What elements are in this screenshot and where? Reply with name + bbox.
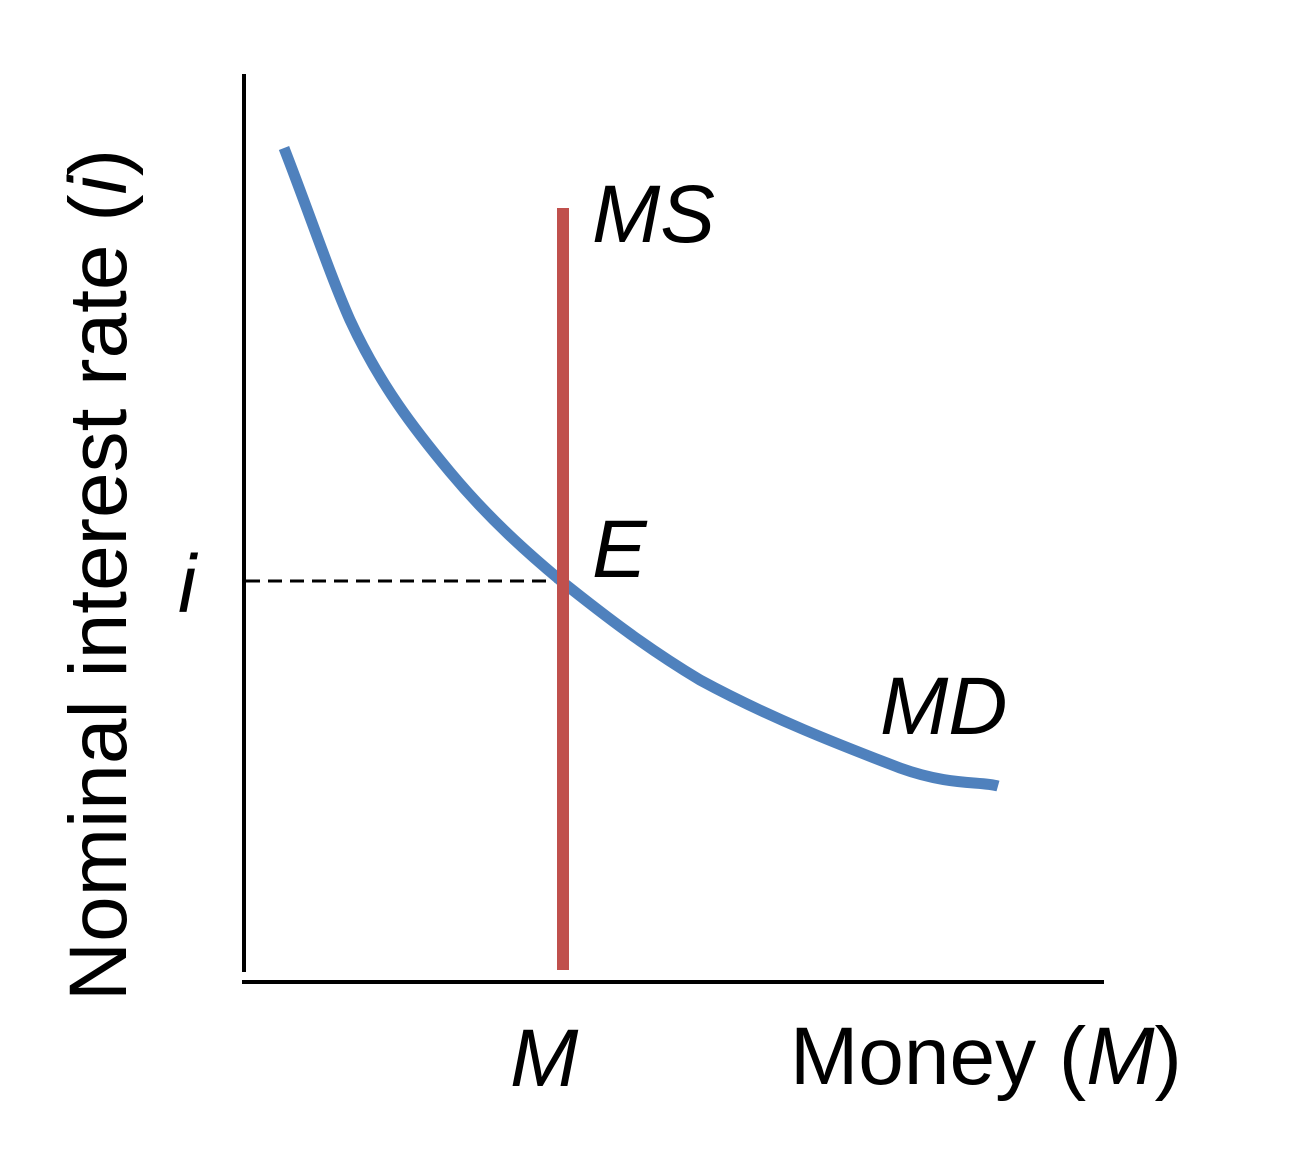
x-axis-label: Money (M) — [790, 1011, 1182, 1102]
y-axis-label: Nominal interest rate (i) — [53, 149, 144, 1001]
ms-label: MS — [592, 169, 715, 260]
x-axis-label-part: Money ( — [790, 1011, 1086, 1102]
x-axis-label-part: ) — [1155, 1011, 1182, 1102]
money-level-label: M — [510, 1013, 579, 1104]
x-axis-label-part: M — [1086, 1011, 1155, 1102]
md-label: MD — [880, 661, 1008, 752]
y-axis-label-part: ) — [53, 149, 144, 176]
interest-level-label: i — [178, 539, 199, 630]
y-axis-label-part: Nominal interest rate ( — [53, 194, 144, 1001]
y-axis-label-part: i — [53, 173, 144, 194]
equilibrium-label: E — [592, 504, 648, 595]
